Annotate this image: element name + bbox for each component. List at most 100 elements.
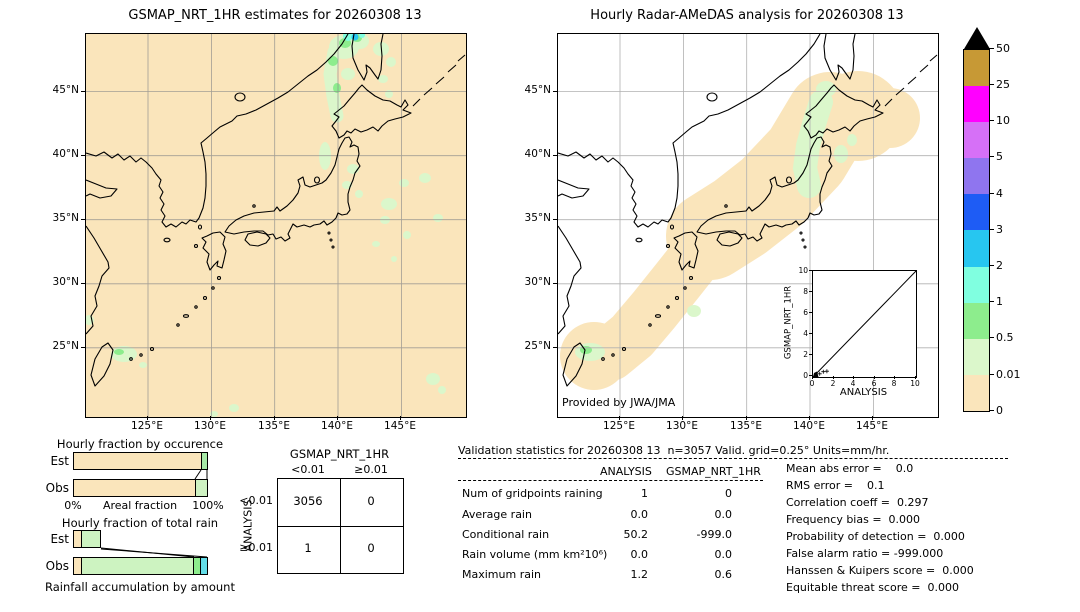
colorbar-segment	[964, 266, 989, 303]
colorbar-segment	[964, 194, 989, 231]
table-divider	[278, 526, 403, 527]
colorbar-segment	[964, 338, 989, 375]
right-map	[557, 33, 939, 418]
bar-segment	[81, 558, 193, 574]
radar-rain-core	[580, 346, 592, 354]
left-map-ytick: 30°N	[37, 276, 86, 288]
left-map-ytick: 35°N	[37, 212, 86, 224]
stats-score: Equitable threat score = 0.000	[786, 581, 959, 594]
stats-col-gsmap: GSMAP_NRT_1HR	[666, 465, 761, 478]
left-map-ytick: 25°N	[37, 340, 86, 352]
left-map-xtick: 145°E	[378, 416, 422, 432]
right-map-xtick: 125°E	[597, 416, 641, 432]
colorbar-segment	[964, 50, 989, 87]
stats-row-label: Rain volume (mm km²10⁶)	[462, 548, 608, 561]
colorbar-segment	[964, 302, 989, 339]
colorbar-label: 0.5	[989, 331, 1040, 344]
colorbar-label: 2	[989, 259, 1040, 272]
occurrence-chart-title: Hourly fraction by occurence	[56, 437, 224, 451]
stats-row-label: Conditional rain	[462, 528, 550, 541]
colorbar-segment	[964, 86, 989, 123]
occurrence-axis-min: 0%	[64, 499, 82, 512]
left-map-svg	[86, 34, 466, 417]
colorbar-label: 3	[989, 223, 1040, 236]
bar-segment	[74, 480, 195, 496]
inset-ytick: 2	[794, 350, 812, 359]
left-map	[85, 33, 467, 418]
coastlines	[558, 34, 938, 387]
stats-row-gsmap-value: -999.0	[696, 528, 732, 541]
bar-segment	[81, 531, 100, 547]
inset-xtick: 10	[907, 376, 923, 388]
stats-score: Correlation coeff = 0.297	[786, 496, 929, 509]
stats-score: False alarm ratio = -999.000	[786, 547, 944, 560]
bar-segment	[195, 480, 207, 496]
contingency-cell: 3056	[293, 494, 323, 508]
divider-dashed	[458, 480, 763, 481]
occurrence-axis-label: Areal fraction	[102, 499, 178, 512]
bar-segment	[200, 558, 207, 574]
total-rain-caption: Rainfall accumulation by amount	[45, 580, 235, 594]
left-map-xtick: 130°E	[188, 416, 232, 432]
contingency-cell: 1	[304, 541, 312, 555]
inset-ytick: 6	[794, 308, 812, 317]
stats-score: RMS error = 0.1	[786, 479, 885, 492]
stats-header: Validation statistics for 20260308 13 n=…	[458, 444, 890, 457]
inset-scatter-svg	[812, 270, 917, 378]
colorbar-label: 0.01	[989, 368, 1040, 381]
contingency-cell: 0	[367, 494, 375, 508]
right-map-xtick: 135°E	[724, 416, 768, 432]
total-rain-obs-bar	[73, 557, 208, 575]
inset-ylabel: GSMAP_NRT_1HR	[783, 285, 794, 360]
radar-rain-strip	[792, 90, 833, 198]
bar-segment	[74, 558, 81, 574]
stats-row-gsmap-value: 0.0	[714, 548, 733, 561]
colorbar-label: 5	[989, 150, 1040, 163]
total-rain-chart-title: Hourly fraction of total rain	[61, 516, 219, 530]
left-map-ytick: 40°N	[37, 148, 86, 160]
left-map-xtick: 140°E	[315, 416, 359, 432]
stats-row-analysis-value: 1.2	[630, 568, 649, 581]
divider-dashed	[458, 458, 1008, 459]
stats-row-label: Num of gridpoints raining	[462, 487, 603, 500]
stats-row-analysis-value: 0.0	[630, 508, 649, 521]
occurrence-axis-max: 100%	[192, 499, 224, 512]
inset-xtick: 4	[845, 376, 861, 388]
coastlines	[86, 34, 466, 387]
right-map-ytick: 40°N	[509, 148, 558, 160]
contingency-title: GSMAP_NRT_1HR	[289, 447, 390, 461]
stats-score: Hanssen & Kuipers score = 0.000	[786, 564, 974, 577]
colorbar-segment	[964, 158, 989, 195]
inset-xtick: 0	[804, 376, 820, 388]
stats-score: Frequency bias = 0.000	[786, 513, 921, 526]
occurrence-obs-label: Obs	[45, 481, 69, 495]
total-rain-connector	[100, 547, 208, 558]
stats-score: Probability of detection = 0.000	[786, 530, 965, 543]
bar-segment	[201, 453, 207, 469]
stats-row-gsmap-value: 0.6	[714, 568, 733, 581]
right-map-ytick: 35°N	[509, 212, 558, 224]
colorbar-label: 50	[989, 42, 1040, 55]
occurrence-obs-bar	[73, 479, 208, 497]
colorbar-segment	[964, 374, 989, 411]
inset-ytick: 4	[794, 329, 812, 338]
right-map-title: Hourly Radar-AMeDAS analysis for 2026030…	[590, 8, 904, 23]
colorbar-label: 10	[989, 114, 1040, 127]
right-map-ytick: 25°N	[509, 340, 558, 352]
stats-score: Mean abs error = 0.0	[786, 462, 914, 475]
inset-scatter	[812, 270, 917, 378]
scatter-cluster	[813, 371, 819, 377]
contingency-row-axis: ANALYSIS	[241, 499, 255, 552]
bar-segment	[193, 558, 200, 574]
stats-row-analysis-value: 50.2	[623, 528, 649, 541]
inset-xlabel: ANALYSIS	[839, 387, 888, 398]
bar-segment	[74, 453, 201, 469]
total-rain-est-label: Est	[50, 532, 69, 546]
contingency-table	[277, 478, 404, 574]
precip-patches-cyan	[343, 34, 365, 41]
left-map-ytick: 45°N	[37, 84, 86, 96]
inset-ytick: 10	[794, 266, 812, 275]
contingency-row-header: <0.01	[239, 494, 273, 507]
gridlines	[558, 34, 938, 417]
